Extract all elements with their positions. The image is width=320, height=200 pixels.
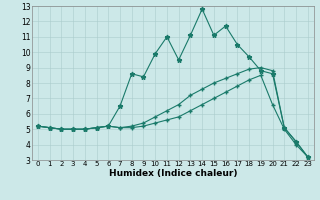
X-axis label: Humidex (Indice chaleur): Humidex (Indice chaleur) [108, 169, 237, 178]
